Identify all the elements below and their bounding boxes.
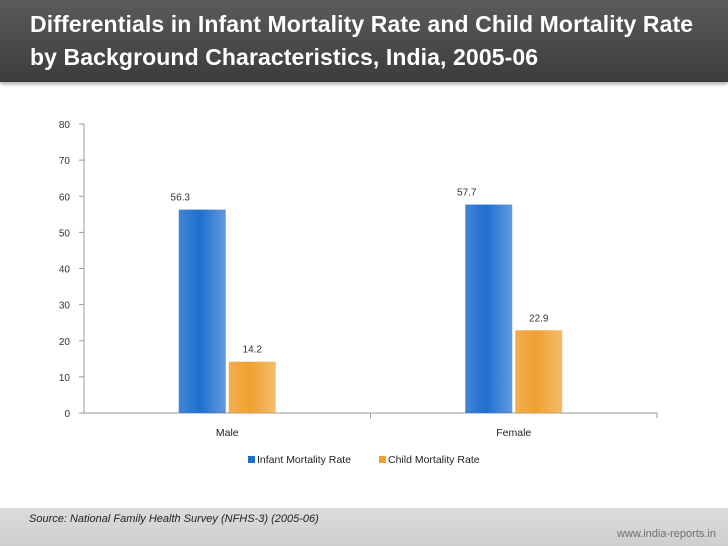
slide-title: Differentials in Infant Mortality Rate a… [30,11,694,70]
bar-value-label: 56.3 [171,193,191,204]
infant-mortality-bar [465,204,513,413]
title-bar: Differentials in Infant Mortality Rate a… [0,0,728,82]
footer-bar: Source: National Family Health Survey (N… [0,508,728,546]
child-mortality-bar [515,330,563,413]
y-tick-label: 50 [59,228,71,239]
category-label: Male [216,427,239,439]
child-mortality-bar [228,361,276,413]
legend-label: Infant Mortality Rate [257,454,351,466]
chart-area: 0 10 20 30 40 50 60 70 80 56.3 14.2 Male 57.7 22.9 Fem… [0,100,728,500]
y-tick-label: 0 [64,409,70,420]
y-tick-label: 60 [59,192,71,203]
legend-swatch [379,456,386,463]
y-tick-label: 30 [59,301,71,312]
website-link[interactable]: www.india-reports.in [616,528,716,540]
y-tick-label: 10 [59,373,71,384]
bar-chart: 0 10 20 30 40 50 60 70 80 56.3 14.2 Male 57.7 22.9 Fem… [59,120,658,466]
y-tick-label: 80 [59,120,71,131]
y-tick-label: 70 [59,156,71,167]
bar-value-label: 22.9 [529,313,549,324]
bar-value-label: 57.7 [457,188,477,199]
legend-label: Child Mortality Rate [388,454,480,466]
source-note: Source: National Family Health Survey (N… [29,513,319,525]
y-tick-label: 40 [59,265,71,276]
category-label: Female [496,427,531,439]
bar-value-label: 14.2 [243,345,263,356]
legend-swatch [248,456,255,463]
y-tick-label: 20 [59,337,71,348]
infant-mortality-bar [178,209,226,413]
